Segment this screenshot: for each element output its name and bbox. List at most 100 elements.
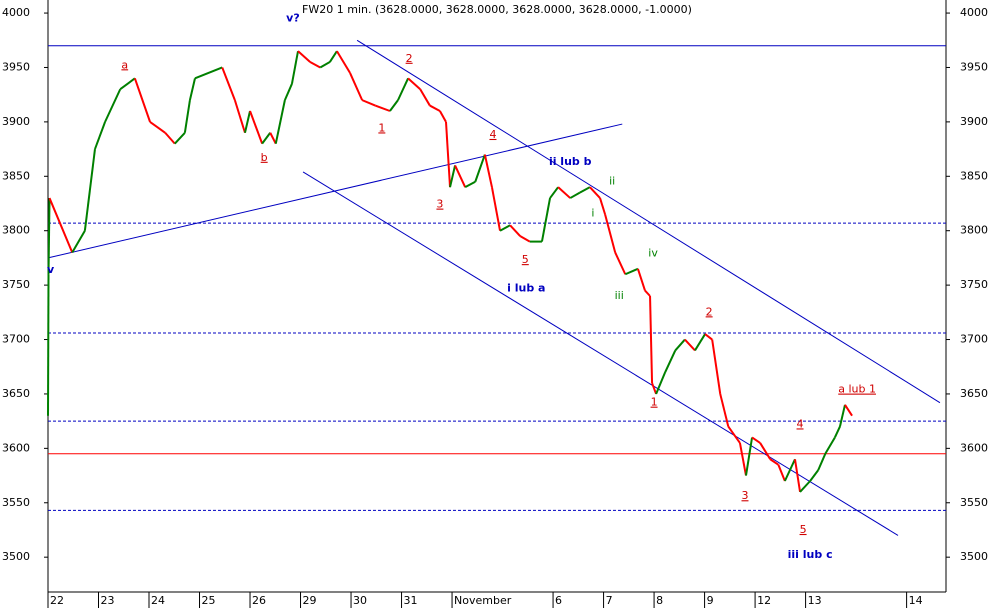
annotation: 4: [489, 128, 496, 141]
price-segment: [783, 458, 796, 482]
annotation: i lub a: [507, 281, 545, 294]
price-segment: [349, 72, 364, 101]
price-segment: [644, 289, 651, 297]
x-tick-label: 23: [101, 594, 115, 607]
y-tick-label: 3600: [2, 441, 30, 454]
price-segment: [94, 121, 107, 150]
price-segment: [649, 295, 654, 384]
price-segment: [188, 78, 196, 101]
price-segment: [47, 274, 50, 416]
price-segment: [509, 224, 521, 237]
price-segment: [149, 121, 166, 134]
annotation: 2: [706, 305, 713, 318]
x-tick-label: 29: [303, 594, 317, 607]
y-tick-label: 3900: [960, 115, 988, 128]
y-tick-label: 3500: [2, 550, 30, 563]
annotation: v: [47, 263, 55, 276]
price-segment: [249, 110, 264, 144]
price-segment: [261, 132, 272, 145]
price-segment: [274, 99, 286, 144]
price-segment: [309, 61, 321, 69]
price-segment: [589, 186, 601, 199]
price-segment: [684, 338, 696, 352]
annotation: 5: [800, 523, 807, 536]
price-segment: [454, 164, 467, 188]
annotation: 1: [378, 121, 385, 134]
annotation: v?: [286, 12, 300, 25]
x-tick-label: 30: [353, 594, 367, 607]
price-segment: [793, 459, 802, 493]
price-segment: [119, 77, 136, 91]
price-segment: [549, 186, 559, 199]
annotation: ii lub b: [549, 155, 592, 168]
annotation: a lub 1: [838, 383, 876, 396]
x-tick-label: 25: [202, 594, 216, 607]
price-segment: [817, 453, 827, 471]
price-segment: [439, 110, 447, 123]
price-segment: [71, 230, 86, 253]
price-segment: [624, 267, 639, 276]
y-tick-label: 3950: [960, 60, 988, 73]
annotation: ii: [609, 175, 615, 188]
annotation: 5: [522, 253, 529, 266]
price-segment: [444, 121, 452, 188]
price-segment: [490, 186, 502, 231]
price-segment: [474, 154, 486, 183]
y-tick-label: 3700: [2, 333, 30, 346]
y-tick-label: 3850: [2, 169, 30, 182]
annotation: 3: [741, 489, 748, 502]
y-tick-label: 3900: [2, 115, 30, 128]
y-tick-label: 3750: [960, 278, 988, 291]
price-segment: [183, 99, 191, 133]
annotation: 1: [651, 396, 658, 409]
price-segment: [704, 333, 713, 341]
price-segment: [361, 99, 376, 107]
y-tick-label: 3550: [2, 496, 30, 509]
annotation: 2: [406, 52, 413, 65]
trend-line: [356, 39, 941, 404]
price-segment: [751, 436, 761, 444]
price-segment: [319, 61, 331, 69]
annotation: b: [261, 151, 268, 164]
y-tick-label: 3700: [960, 333, 988, 346]
price-segment: [636, 268, 646, 291]
price-segment: [133, 78, 151, 123]
price-segment: [374, 104, 391, 112]
price-segment: [599, 197, 607, 215]
price-segment: [429, 104, 441, 112]
y-tick-label: 3850: [960, 169, 988, 182]
price-segment: [419, 88, 431, 107]
price-segment: [738, 442, 747, 476]
price-segment: [769, 458, 779, 466]
price-segment: [464, 180, 476, 189]
price-segment: [799, 480, 811, 493]
price-segment: [727, 426, 741, 444]
price-segment: [711, 339, 722, 395]
price-segment: [674, 338, 686, 352]
x-tick-label: 12: [757, 594, 771, 607]
price-segment: [557, 186, 571, 199]
price-segment: [833, 426, 841, 438]
annotation: 4: [797, 417, 804, 430]
price-segment: [449, 165, 457, 188]
price-segment: [164, 132, 176, 145]
price-segment: [579, 186, 591, 194]
price-segment: [777, 464, 786, 482]
price-segment: [233, 99, 246, 134]
price-segment: [336, 50, 351, 74]
y-tick-label: 4000: [960, 6, 988, 19]
x-tick-label: 24: [151, 594, 165, 607]
price-segment: [269, 132, 277, 145]
price-segment: [655, 371, 667, 395]
price-segment: [838, 404, 846, 427]
x-tick-label: 8: [656, 594, 663, 607]
price-segment: [104, 88, 122, 123]
annotation: i: [591, 206, 594, 219]
annotation: iv: [648, 247, 658, 260]
price-segment: [745, 437, 754, 476]
price-segment: [499, 224, 511, 232]
price-segment: [844, 404, 853, 417]
price-segment: [283, 83, 293, 101]
price-segment: [809, 469, 820, 482]
price-segment: [759, 442, 772, 460]
